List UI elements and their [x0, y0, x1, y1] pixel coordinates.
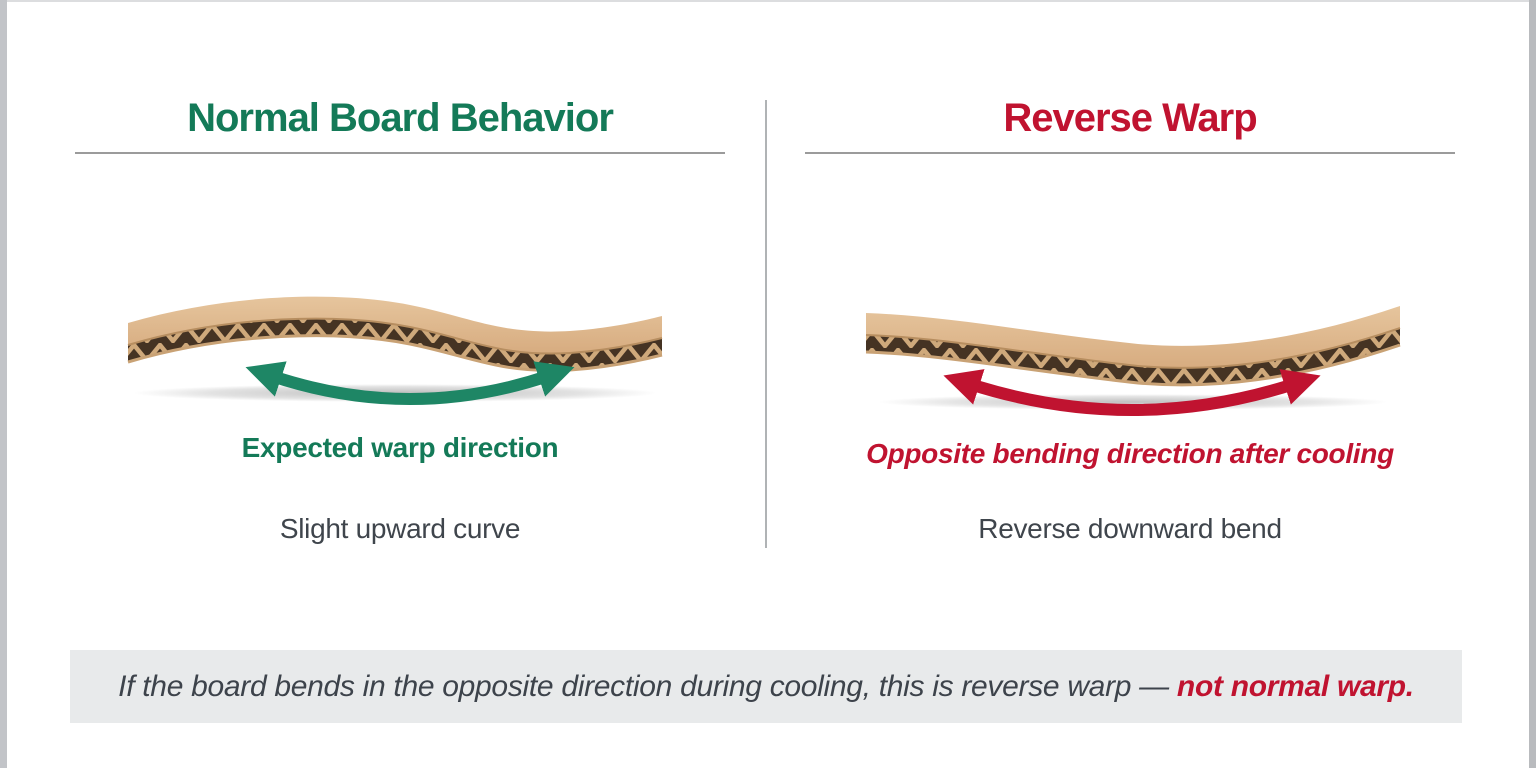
expected-warp-caption: Expected warp direction [241, 432, 559, 463]
page-top-border [7, 0, 1529, 2]
title-underline-rule [75, 152, 725, 154]
reverse-warp-panel: Reverse Warp [800, 0, 1460, 600]
reverse-warp-title: Reverse Warp [1003, 96, 1257, 140]
title-underline-rule [805, 152, 1455, 154]
reverse-downward-bend-label: Reverse downward bend [978, 513, 1282, 544]
footer-warning-banner: If the board bends in the opposite direc… [70, 650, 1462, 723]
slight-upward-curve-label: Slight upward curve [279, 513, 521, 544]
page-left-edge-strip [0, 0, 7, 768]
opposite-bending-caption: Opposite bending direction after cooling [866, 438, 1394, 469]
panel-divider [765, 100, 767, 548]
page-right-edge-strip [1529, 0, 1536, 768]
normal-board-panel: Normal Board Behavior [70, 0, 730, 600]
reverse-warp-arrow-icon [938, 368, 1326, 430]
normal-board-title: Normal Board Behavior [187, 96, 614, 140]
expected-warp-arrow-icon [242, 360, 578, 418]
footer-warning-text: If the board bends in the opposite direc… [118, 669, 1177, 703]
footer-warning-emphasis: not normal warp. [1176, 669, 1414, 703]
